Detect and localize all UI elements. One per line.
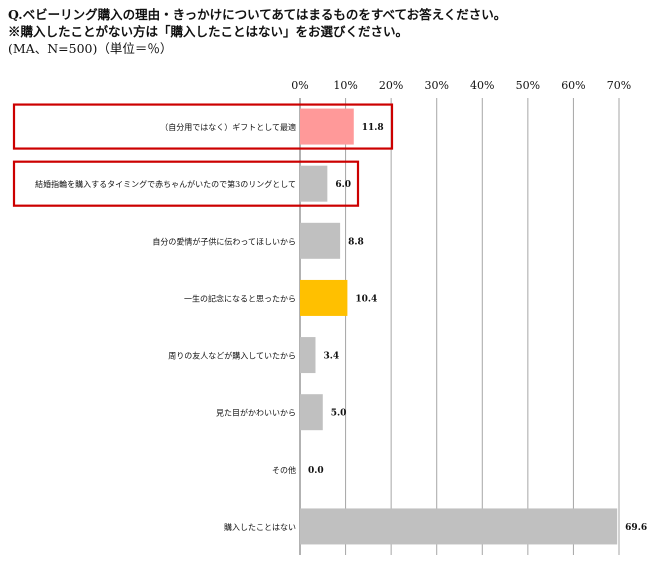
x-tick-label: 20% — [379, 79, 403, 92]
highlight-box — [12, 160, 360, 207]
category-label: 購入したことはない — [224, 522, 296, 532]
value-label: 5.0 — [331, 409, 347, 419]
x-tick-label: 40% — [470, 79, 494, 92]
meta-text: (MA、N=500)（単位＝％） — [8, 41, 173, 56]
x-tick-label: 0% — [291, 79, 308, 92]
x-tick-label: 50% — [516, 79, 540, 92]
category-label: 一生の記念になると思ったから — [184, 293, 296, 303]
highlight-box — [12, 103, 394, 150]
category-label: 結婚指輪を購入するタイミングで赤ちゃんがいたので第3のリングとして — [35, 179, 296, 189]
bar — [300, 165, 328, 202]
value-label: 10.4 — [355, 294, 377, 304]
value-label: 8.8 — [348, 237, 364, 247]
note-text: ※購入したことがない方は「購入したことはない」をお選びください。 — [8, 24, 409, 39]
category-label: （自分用ではなく）ギフトとして最適 — [160, 122, 296, 132]
bar — [300, 108, 354, 145]
category-label: 見た目がかわいいから — [216, 408, 296, 418]
category-label: 自分の愛情が子供に伝わってほしいから — [152, 236, 296, 246]
chart-header: Q.ベビーリング購入の理由・きっかけについてあてはまるものをすべてお答えください… — [8, 6, 648, 57]
value-label: 69.6 — [625, 523, 647, 533]
bar — [300, 222, 341, 259]
x-tick-label: 70% — [607, 79, 631, 92]
bar — [300, 337, 316, 374]
x-tick-label: 30% — [424, 79, 448, 92]
value-label: 6.0 — [335, 180, 351, 190]
value-label: 11.8 — [362, 123, 384, 133]
value-label: 3.4 — [323, 352, 339, 362]
x-tick-label: 60% — [561, 79, 585, 92]
bar — [300, 279, 348, 316]
bar — [300, 508, 618, 545]
category-label: その他 — [272, 465, 296, 475]
x-tick-label: 10% — [333, 79, 357, 92]
question-text: Q.ベビーリング購入の理由・きっかけについてあてはまるものをすべてお答えください… — [8, 7, 507, 22]
bar — [300, 394, 323, 431]
value-label: 0.0 — [308, 466, 324, 476]
category-label: 周りの友人などが購入していたから — [168, 351, 296, 361]
